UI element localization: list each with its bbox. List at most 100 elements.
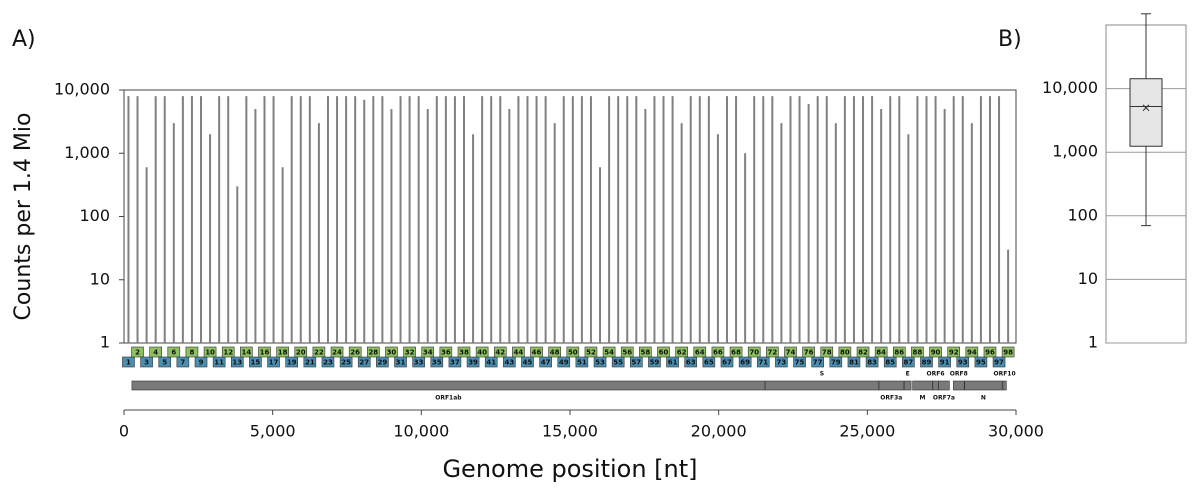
gene-label: E [906, 371, 910, 378]
amplicon-label: 64 [695, 349, 705, 357]
amplicon-box [557, 356, 571, 368]
amplicon-box [240, 346, 253, 358]
amplicon-label: 72 [767, 349, 777, 357]
amplicon-label: 47 [541, 359, 551, 367]
gene-label: ORF10 [993, 371, 1015, 378]
gene-label: ORF7a [933, 395, 955, 402]
y-tick-label: 100 [1067, 205, 1098, 224]
amplicon-box [131, 346, 144, 358]
box [1129, 78, 1163, 147]
y-tick-label: 1,000 [64, 143, 110, 162]
amplicon-box [729, 346, 743, 358]
amplicon-box [122, 356, 135, 368]
amplicon-box [611, 356, 625, 368]
amplicon-label: 42 [495, 349, 505, 357]
gene-bar [904, 380, 912, 391]
gene-label: ORF6 [927, 371, 945, 378]
amplicon-label: 95 [976, 359, 986, 367]
amplicon-box [802, 346, 815, 358]
amplicon-label: 84 [876, 349, 886, 357]
amplicon-box [675, 346, 688, 358]
amplicon-label: 92 [949, 349, 959, 357]
gene-bar [1002, 380, 1007, 391]
amplicon-box [448, 356, 462, 368]
gene-bar [964, 380, 1003, 391]
amplicon-box [357, 356, 371, 368]
x-tick-label: 0 [119, 422, 129, 441]
amplicon-label: 12 [223, 349, 233, 357]
amplicon-box [711, 346, 725, 358]
amplicon-box [720, 356, 734, 368]
amplicon-label: 57 [631, 359, 641, 367]
amplicon-box [630, 356, 643, 368]
amplicon-box [938, 356, 951, 368]
amplicon-box [775, 356, 788, 368]
y-tick-label: 10 [1078, 269, 1098, 288]
amplicon-box [539, 356, 552, 368]
amplicon-label: 80 [840, 349, 850, 357]
amplicon-box [430, 356, 444, 368]
gene-bar [953, 380, 965, 391]
amplicon-label: 29 [378, 359, 388, 367]
amplicon-box [829, 356, 843, 368]
amplicon-box [212, 356, 226, 368]
amplicon-label: 37 [450, 359, 460, 367]
amplicon-label: 97 [994, 359, 1004, 367]
amplicon-box [747, 346, 761, 358]
amplicon-box [811, 356, 824, 368]
amplicon-box [230, 356, 244, 368]
amplicon-label: 87 [903, 359, 913, 367]
amplicon-box [874, 346, 888, 358]
x-tick-label: 15,000 [542, 422, 598, 441]
amplicon-label: 71 [758, 359, 768, 367]
amplicon-label: 68 [731, 349, 741, 357]
amplicon-box [784, 346, 797, 358]
amplicon-label: 38 [459, 349, 469, 357]
amplicon-label: 85 [885, 359, 895, 367]
amplicon-label: 70 [749, 349, 759, 357]
amplicon-box [312, 346, 326, 358]
amplicon-box [249, 356, 262, 368]
x-tick-label: 10,000 [393, 422, 449, 441]
amplicon-label: 59 [650, 359, 660, 367]
amplicon-box [285, 356, 298, 368]
amplicon-label: 81 [849, 359, 859, 367]
amplicon-box [466, 356, 480, 368]
amplicon-label: 32 [405, 349, 415, 357]
amplicon-box [593, 356, 607, 368]
amplicon-box [412, 356, 425, 368]
amplicon-box [203, 346, 217, 358]
amplicon-label: 86 [894, 349, 904, 357]
amplicon-box [339, 356, 353, 368]
amplicon-box [512, 346, 525, 358]
gene-bar [764, 380, 880, 391]
amplicon-box [303, 356, 317, 368]
amplicon-box [421, 346, 435, 358]
x-tick-label: 25,000 [839, 422, 895, 441]
gene-label: N [981, 395, 986, 402]
amplicon-label: 14 [241, 349, 251, 357]
amplicon-label: 56 [622, 349, 632, 357]
amplicon-box [185, 346, 199, 358]
amplicon-box [294, 346, 308, 358]
amplicon-label: 34 [423, 349, 433, 357]
amplicon-label: 50 [568, 349, 578, 357]
amplicon-label: 6 [171, 349, 176, 357]
amplicon-box [920, 356, 933, 368]
amplicon-box [149, 346, 162, 358]
amplicon-box [221, 346, 235, 358]
amplicon-box [385, 346, 398, 358]
panel-label: B) [998, 27, 1022, 52]
y-tick-label: 10,000 [54, 80, 110, 99]
amplicon-label: 51 [577, 359, 587, 367]
amplicon-label: 39 [468, 359, 478, 367]
amplicon-label: 77 [813, 359, 823, 367]
amplicon-box [865, 356, 879, 368]
amplicon-label: 94 [967, 349, 977, 357]
amplicon-box [530, 346, 543, 358]
amplicon-label: 19 [287, 359, 297, 367]
amplicon-box [548, 346, 561, 358]
amplicon-box [911, 346, 924, 358]
amplicon-label: 35 [432, 359, 442, 367]
amplicon-label: 33 [414, 359, 424, 367]
